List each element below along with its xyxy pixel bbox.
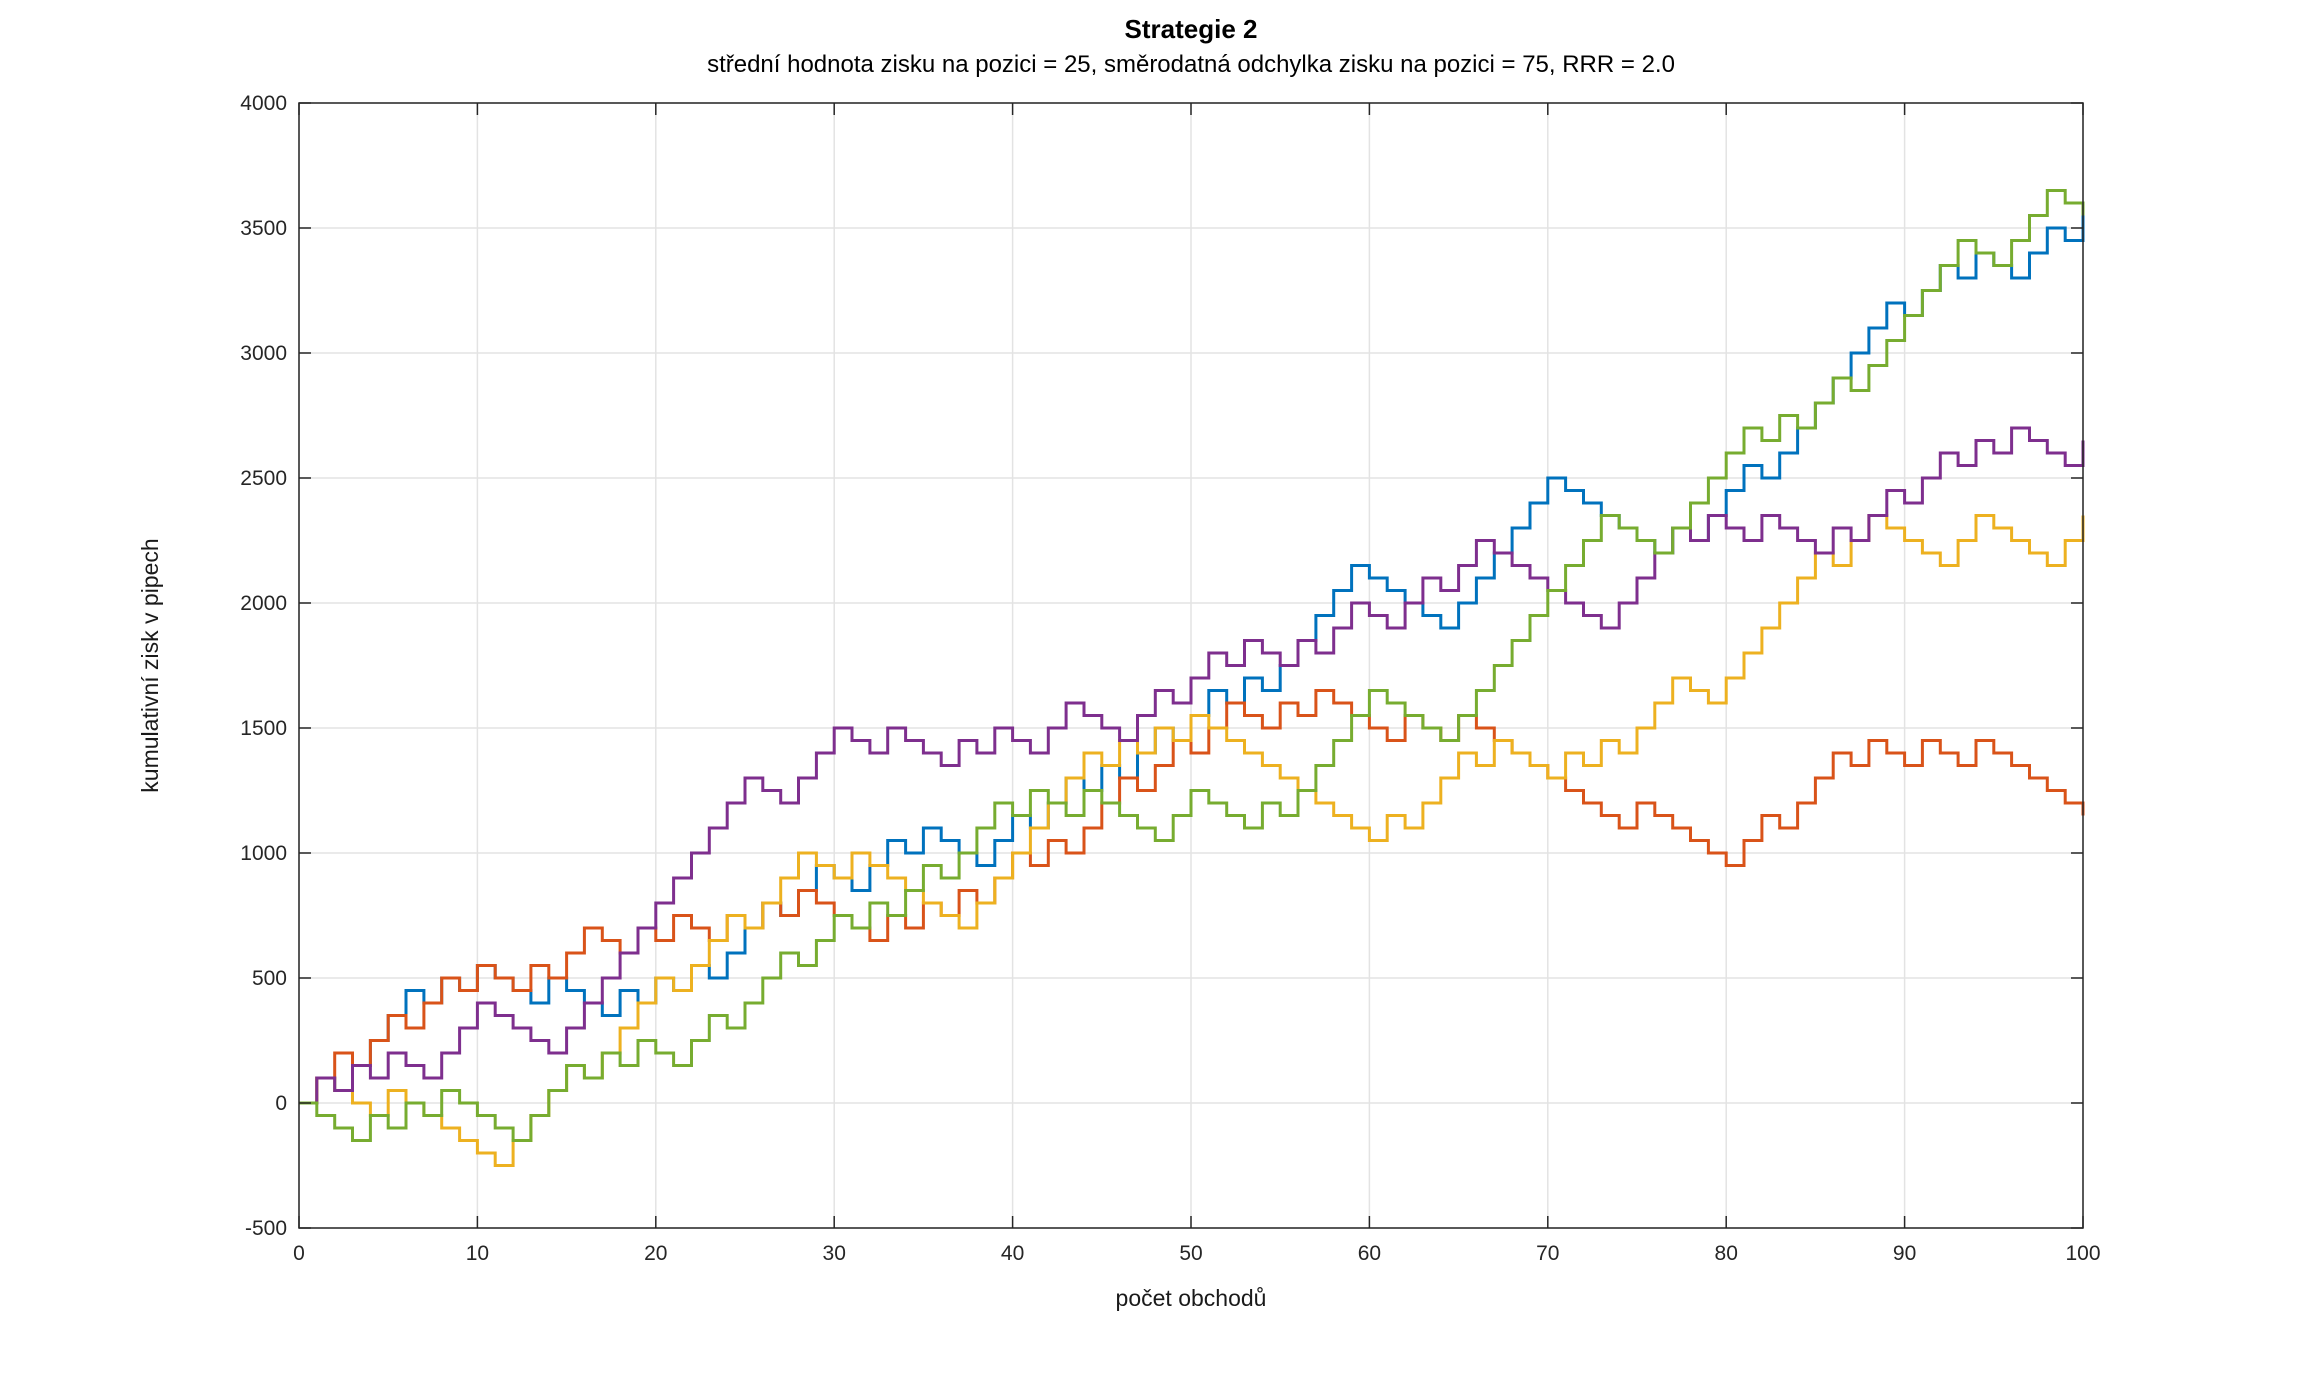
series-lines (299, 189, 2085, 1167)
series-line-5 (299, 189, 2085, 1142)
x-tick-label: 30 (823, 1242, 846, 1265)
x-tick-label: 20 (644, 1242, 667, 1265)
chart-subtitle: střední hodnota zisku na pozici = 25, sm… (707, 51, 1675, 78)
y-axis-label: kumulativní zisk v pipech (137, 538, 163, 792)
x-tick-label: 40 (1001, 1242, 1024, 1265)
x-tick-label: 60 (1358, 1242, 1381, 1265)
axis-ticks (298, 102, 2084, 1229)
grid-lines (298, 102, 2084, 1229)
x-axis-label: počet obchodů (1116, 1285, 1267, 1311)
series-line-4 (299, 426, 2085, 1105)
tick-labels: 0 10 20 30 40 50 60 70 80 90 100 -500 0 500 1000 1500 20… (240, 92, 2100, 1265)
x-tick-label: 50 (1179, 1242, 1202, 1265)
y-tick-label: 4000 (240, 92, 287, 115)
x-tick-label: 70 (1536, 1242, 1559, 1265)
y-tick-label: 3500 (240, 217, 287, 240)
y-tick-label: 1000 (240, 842, 287, 865)
y-tick-label: 500 (252, 967, 287, 990)
y-tick-label: 3000 (240, 342, 287, 365)
y-tick-label: 0 (275, 1092, 287, 1115)
x-tick-label: 100 (2065, 1242, 2100, 1265)
x-tick-label: 0 (293, 1242, 305, 1265)
y-tick-label: -500 (245, 1217, 287, 1240)
x-tick-label: 80 (1715, 1242, 1738, 1265)
y-tick-label: 2000 (240, 592, 287, 615)
y-tick-label: 1500 (240, 717, 287, 740)
x-tick-label: 90 (1893, 1242, 1916, 1265)
series-line-2 (299, 689, 2085, 1105)
x-tick-label: 10 (466, 1242, 489, 1265)
y-tick-label: 2500 (240, 467, 287, 490)
chart-title: Strategie 2 (1125, 14, 1258, 44)
